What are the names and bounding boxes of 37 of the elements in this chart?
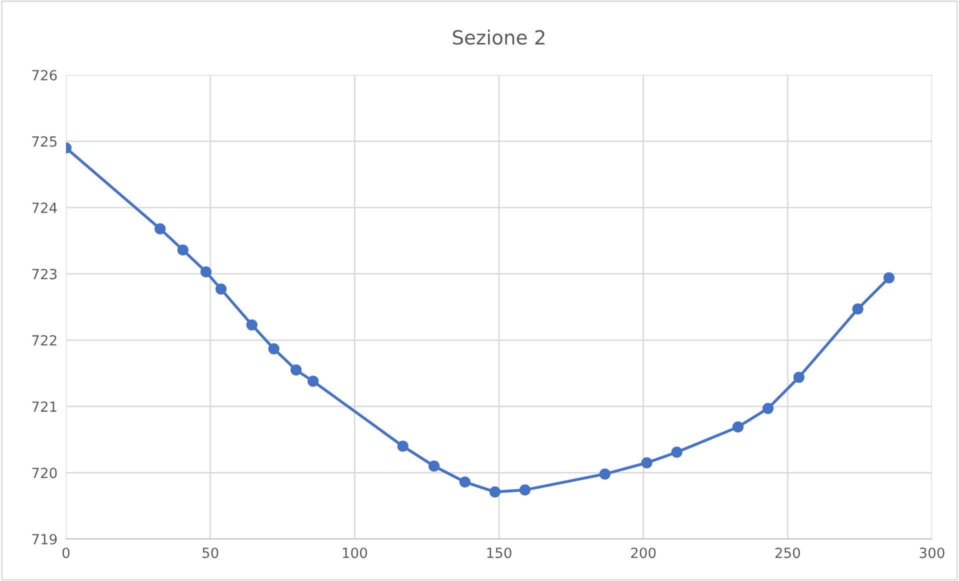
point xyxy=(397,440,408,452)
x-tick-label: 0 xyxy=(62,548,70,558)
y-tick-label: 722 xyxy=(32,335,56,346)
x-tick-label: 250 xyxy=(775,548,800,558)
y-tick-label: 725 xyxy=(32,136,56,147)
x-tick-label: 150 xyxy=(487,548,512,558)
point xyxy=(246,319,258,330)
x-tick-label: 50 xyxy=(202,548,218,558)
y-tick-label: 719 xyxy=(32,534,57,544)
point xyxy=(671,446,682,458)
y-tick-label: 720 xyxy=(32,468,57,478)
point xyxy=(154,223,166,234)
point xyxy=(599,468,610,480)
x-tick-label: 100 xyxy=(342,548,367,558)
point xyxy=(177,244,188,256)
point xyxy=(732,421,744,433)
point xyxy=(308,376,319,387)
point xyxy=(489,486,501,498)
point xyxy=(852,303,864,315)
x-tick-label: 200 xyxy=(631,548,656,558)
point xyxy=(459,476,470,488)
y-tick-label: 721 xyxy=(32,401,56,412)
y-tick-label: 726 xyxy=(32,70,57,80)
point xyxy=(793,372,804,383)
point xyxy=(428,460,440,472)
chart-title: Sezione 2 xyxy=(452,30,544,45)
point xyxy=(215,284,227,295)
point xyxy=(762,402,774,414)
point xyxy=(200,266,212,278)
point xyxy=(641,457,652,468)
y-tick-label: 723 xyxy=(32,268,57,280)
x-tick-label: 300 xyxy=(920,548,944,558)
point xyxy=(268,343,280,354)
point xyxy=(290,364,302,376)
y-tick-label: 724 xyxy=(32,202,57,213)
point xyxy=(519,484,531,496)
point xyxy=(883,272,895,284)
